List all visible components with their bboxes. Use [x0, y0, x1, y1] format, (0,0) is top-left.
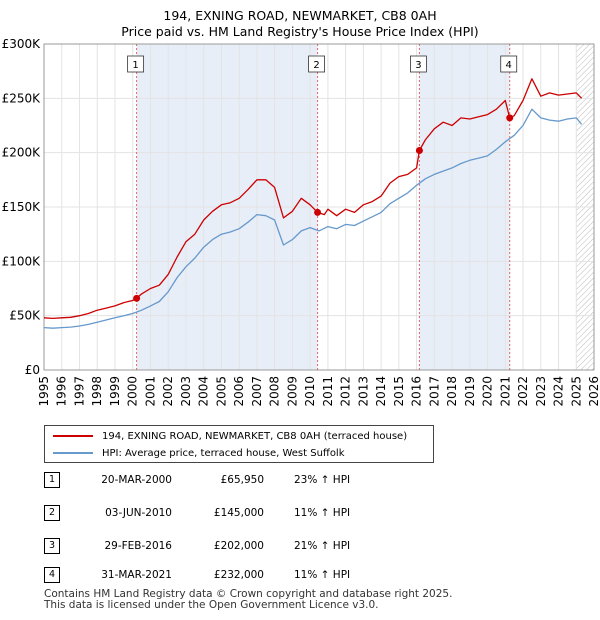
- legend-label-property: 194, EXNING ROAD, NEWMARKET, CB8 0AH (te…: [102, 430, 408, 442]
- sale-marker-label: 4: [506, 60, 512, 71]
- sale-hpi-change: 11% ↑ HPI: [294, 569, 351, 581]
- sale-price: £202,000: [213, 540, 264, 552]
- sale-point: [314, 208, 322, 216]
- chart-subtitle: Price paid vs. HM Land Registry's House …: [121, 24, 479, 39]
- footer-copyright: Contains HM Land Registry data © Crown c…: [44, 588, 453, 600]
- y-tick-label: £300K: [2, 37, 42, 51]
- x-tick-label: 2020: [481, 376, 495, 407]
- x-tick-label: 2000: [126, 376, 140, 407]
- sale-date: 29-FEB-2016: [104, 540, 172, 552]
- x-tick-label: 2005: [214, 376, 228, 407]
- x-tick-label: 2012: [339, 376, 353, 407]
- x-tick-label: 2016: [410, 376, 424, 407]
- sale-marker-box: [127, 55, 145, 73]
- sale-price: £145,000: [213, 507, 264, 519]
- sale-date: 31-MAR-2021: [101, 569, 172, 581]
- x-tick-label: 2018: [445, 376, 459, 407]
- x-tick-label: 2001: [143, 376, 157, 407]
- x-tick-label: 2015: [392, 376, 406, 407]
- x-tick-label: 2021: [498, 376, 512, 407]
- sale-point: [506, 114, 514, 122]
- x-tick-label: 2019: [463, 376, 477, 407]
- plot-frame: [43, 43, 595, 371]
- sale-point: [133, 294, 141, 302]
- x-tick-label: 2006: [232, 376, 246, 407]
- y-tick-label: £50K: [9, 309, 41, 323]
- chart-title: 194, EXNING ROAD, NEWMARKET, CB8 0AH: [163, 8, 437, 23]
- x-tick-label: 2017: [427, 376, 441, 407]
- sale-marker-label: 3: [415, 60, 421, 71]
- x-tick-label: 2004: [197, 376, 211, 407]
- sale-marker-badge: 1: [127, 55, 145, 73]
- sale-marker-label: 2: [313, 60, 319, 71]
- x-tick-label: 1995: [37, 376, 51, 407]
- table-row: 1 20-MAR-2000 £65,950 23% ↑ HPI: [44, 472, 444, 488]
- legend-swatch-property: [53, 435, 93, 437]
- sale-number-badge: 2: [44, 505, 60, 521]
- y-tick-label: £0: [25, 363, 40, 377]
- legend-item-property: 194, EXNING ROAD, NEWMARKET, CB8 0AH (te…: [53, 429, 407, 443]
- x-tick-label: 2007: [250, 376, 264, 407]
- x-tick-label: 2025: [569, 376, 583, 407]
- sale-marker-badge: 2: [308, 55, 325, 73]
- sale-number-badge: 4: [44, 567, 60, 583]
- chart-legend: 194, EXNING ROAD, NEWMARKET, CB8 0AH (te…: [44, 425, 434, 463]
- x-tick-label: 2011: [321, 376, 335, 407]
- sale-hpi-change: 11% ↑ HPI: [294, 507, 351, 519]
- y-tick-label: £200K: [2, 146, 42, 160]
- sale-price: £232,000: [213, 569, 264, 581]
- sale-marker-label: 1: [132, 60, 138, 71]
- table-row: 2 03-JUN-2010 £145,000 11% ↑ HPI: [44, 505, 444, 521]
- x-tick-label: 2014: [374, 376, 388, 407]
- sale-marker-badge: 3: [410, 55, 427, 73]
- x-tick-label: 2002: [161, 376, 175, 407]
- sale-number-badge: 3: [44, 538, 60, 554]
- sale-marker-box: [500, 55, 518, 73]
- table-row: 4 31-MAR-2021 £232,000 11% ↑ HPI: [44, 567, 444, 583]
- x-tick-label: 2024: [552, 376, 566, 407]
- x-tick-label: 1997: [72, 376, 86, 407]
- sale-date: 03-JUN-2010: [105, 507, 172, 519]
- x-tick-label: 2026: [587, 376, 600, 407]
- x-tick-label: 2008: [268, 376, 282, 407]
- sale-hpi-change: 23% ↑ HPI: [294, 474, 351, 486]
- x-tick-label: 2009: [285, 376, 299, 407]
- x-tick-label: 2022: [516, 376, 530, 407]
- x-tick-label: 2013: [356, 376, 370, 407]
- table-row: 3 29-FEB-2016 £202,000 21% ↑ HPI: [44, 538, 444, 554]
- legend-label-hpi: HPI: Average price, terraced house, West…: [102, 447, 345, 459]
- y-tick-label: £250K: [2, 91, 42, 105]
- sale-price: £65,950: [220, 474, 264, 486]
- x-tick-label: 2003: [179, 376, 193, 407]
- sale-marker-box: [410, 55, 427, 73]
- x-tick-label: 2010: [303, 376, 317, 407]
- sale-number-badge: 1: [44, 472, 60, 488]
- x-tick-label: 1999: [108, 376, 122, 407]
- x-tick-label: 1996: [55, 376, 69, 407]
- sale-date: 20-MAR-2000: [101, 474, 172, 486]
- footer: Contains HM Land Registry data © Crown c…: [44, 589, 452, 611]
- footer-licence: This data is licensed under the Open Gov…: [44, 599, 379, 611]
- series-line-hpi: [43, 108, 583, 329]
- sale-marker-badge: 4: [500, 55, 518, 73]
- sale-hpi-change: 21% ↑ HPI: [294, 540, 351, 552]
- sale-marker-box: [308, 55, 325, 73]
- y-tick-label: £100K: [2, 254, 42, 268]
- legend-swatch-hpi: [53, 452, 93, 454]
- y-tick-label: £150K: [2, 200, 42, 214]
- x-tick-label: 1998: [90, 376, 104, 407]
- sale-point: [415, 146, 423, 154]
- legend-item-hpi: HPI: Average price, terraced house, West…: [53, 446, 345, 460]
- x-tick-label: 2023: [534, 376, 548, 407]
